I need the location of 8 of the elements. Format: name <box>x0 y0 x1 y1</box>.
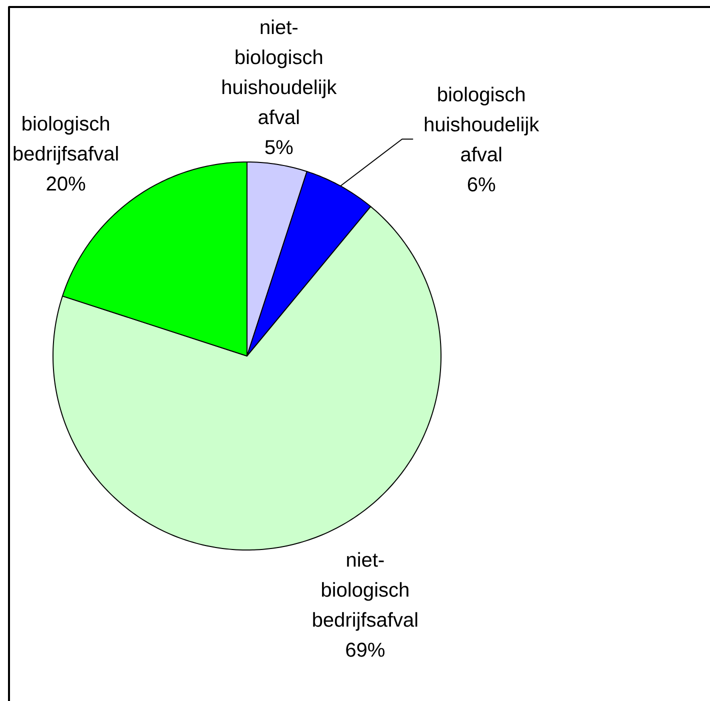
slice-label: niet-biologisch bedrijfsafval <box>313 552 418 631</box>
data-label: 20% <box>46 176 86 191</box>
slice-label: biologisch huishoudelijk afval <box>424 86 540 162</box>
data-label: 5% <box>265 140 293 154</box>
slice-label: niet-biologisch huishoudelijk afval <box>222 20 337 124</box>
slice-label: biologisch bedrijfsafval <box>14 116 118 165</box>
data-label: 6% <box>468 177 496 192</box>
data-label: 69% <box>346 642 384 657</box>
